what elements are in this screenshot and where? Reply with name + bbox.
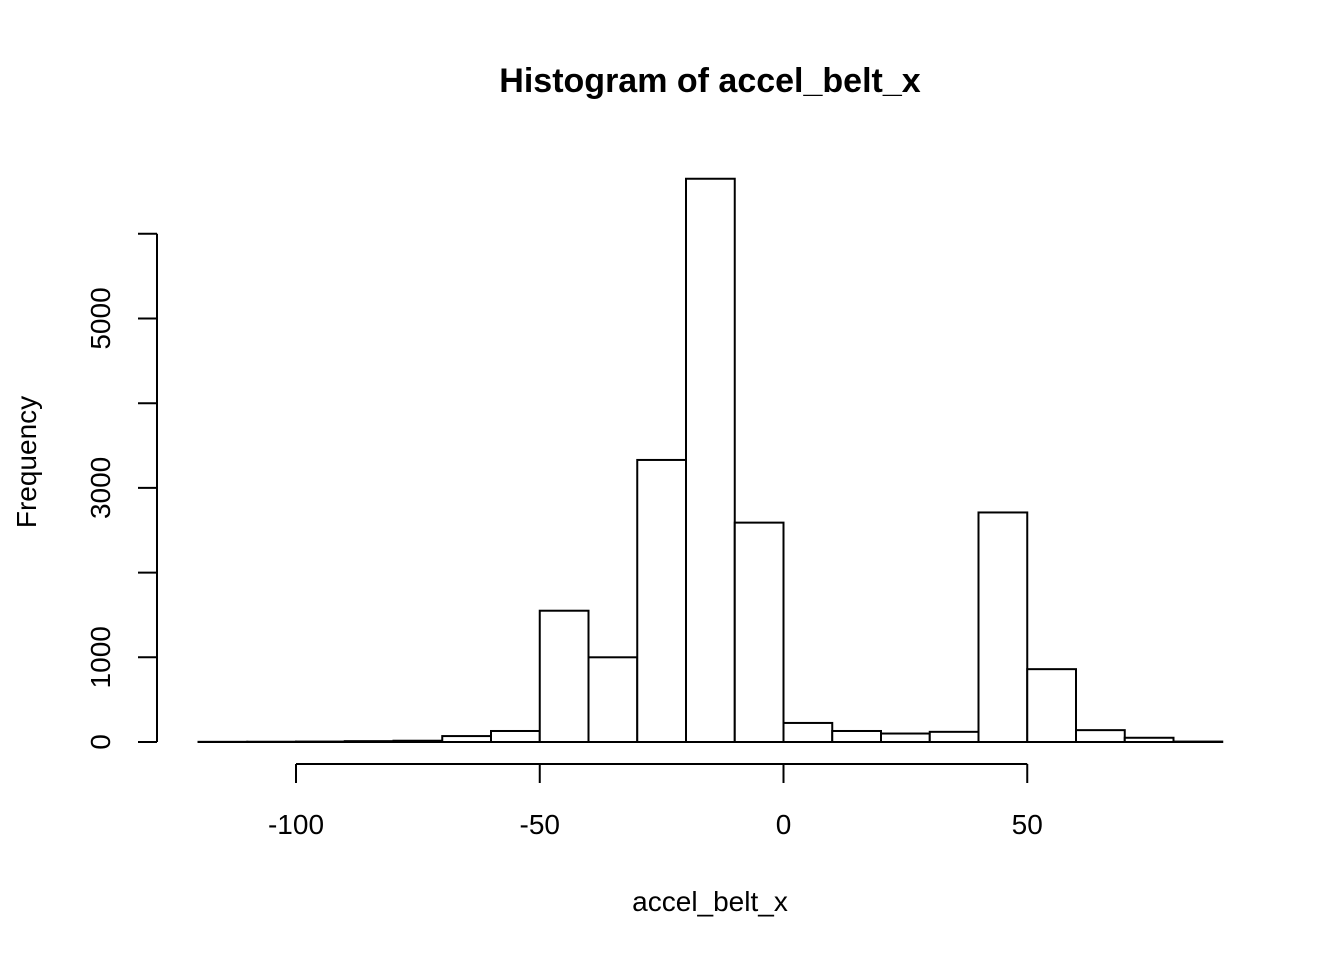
histogram-bar-13 <box>832 731 881 742</box>
histogram-bar-12 <box>784 723 833 742</box>
histogram-bar-8 <box>589 657 638 742</box>
histogram-bars <box>199 179 1223 742</box>
histogram-bar-14 <box>881 734 930 742</box>
histogram-bar-9 <box>637 460 686 742</box>
histogram-bar-10 <box>686 179 735 742</box>
x-tick-label-1: -50 <box>520 809 560 840</box>
y-axis: 0 1000 3000 5000 <box>85 234 157 750</box>
x-axis-label: accel_belt_x <box>632 886 788 917</box>
histogram-bar-16 <box>979 512 1028 742</box>
x-tick-label-0: -100 <box>268 809 324 840</box>
histogram-bar-6 <box>491 731 540 742</box>
histogram-bar-11 <box>735 523 784 742</box>
y-tick-label-5: 5000 <box>85 287 116 349</box>
histogram-bar-17 <box>1027 669 1076 742</box>
y-tick-label-0: 0 <box>85 734 116 750</box>
y-tick-label-1: 1000 <box>85 626 116 688</box>
histogram-bar-7 <box>540 611 589 742</box>
histogram-bar-15 <box>930 732 979 742</box>
x-tick-label-2: 0 <box>776 809 792 840</box>
chart-title: Histogram of accel_belt_x <box>499 62 920 100</box>
x-tick-label-3: 50 <box>1012 809 1043 840</box>
x-axis: -100 -50 0 50 <box>268 764 1043 840</box>
y-tick-label-3: 3000 <box>85 457 116 519</box>
y-axis-label: Frequency <box>11 396 42 528</box>
histogram-bar-18 <box>1076 730 1125 742</box>
